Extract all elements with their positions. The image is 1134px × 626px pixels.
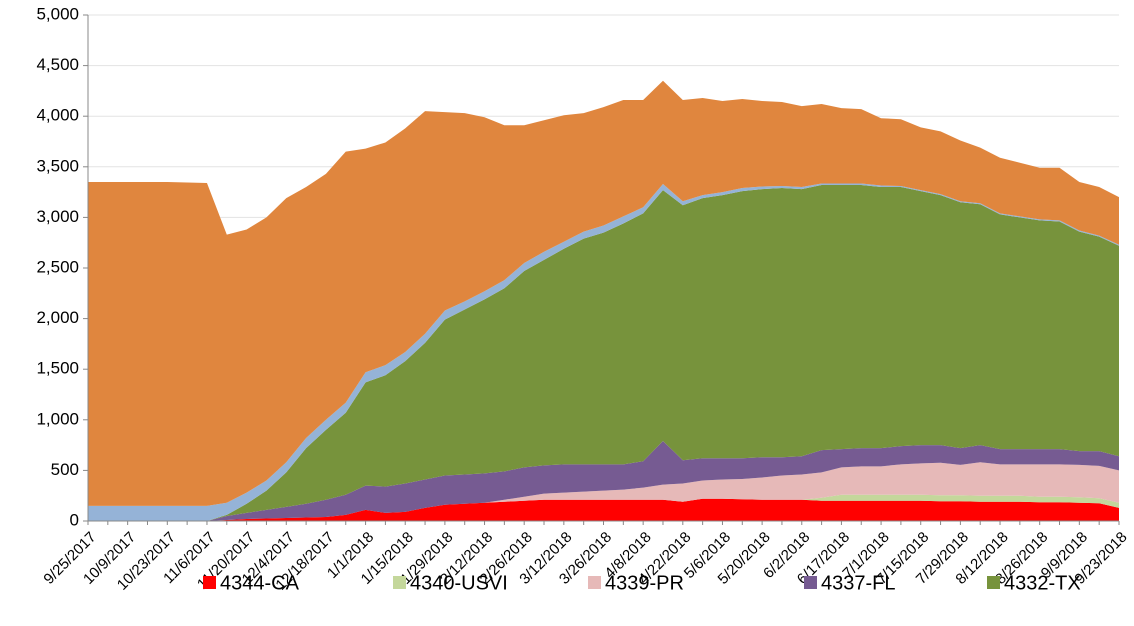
area — [88, 80, 1119, 506]
area — [88, 185, 1119, 522]
area — [88, 441, 1119, 521]
y-tick-label: 500 — [51, 460, 79, 479]
y-tick-label: 2,000 — [36, 308, 79, 327]
legend-label: 4332-TX — [1004, 572, 1081, 594]
legend-swatch — [203, 576, 216, 589]
y-tick-label: 2,500 — [36, 257, 79, 276]
y-tick-label: 3,000 — [36, 207, 79, 226]
legend-label: 4340-USVI — [410, 572, 508, 594]
legend-swatch — [393, 576, 406, 589]
y-tick-label: 5,000 — [36, 4, 79, 23]
legend-label: 4344-CA — [220, 572, 300, 594]
area — [88, 494, 1119, 521]
legend-label: 4337-FL — [821, 572, 896, 594]
legend-swatch — [588, 576, 601, 589]
area — [88, 462, 1119, 521]
y-tick-label: 0 — [70, 510, 79, 529]
y-tick-label: 4,500 — [36, 55, 79, 74]
legend-swatch — [987, 576, 1000, 589]
area — [88, 498, 1119, 521]
y-tick-label: 1,000 — [36, 409, 79, 428]
y-tick-label: 3,500 — [36, 156, 79, 175]
y-tick-label: 1,500 — [36, 359, 79, 378]
legend-label: 4339-PR — [605, 572, 684, 594]
legend-swatch — [804, 576, 817, 589]
y-tick-label: 4,000 — [36, 106, 79, 125]
